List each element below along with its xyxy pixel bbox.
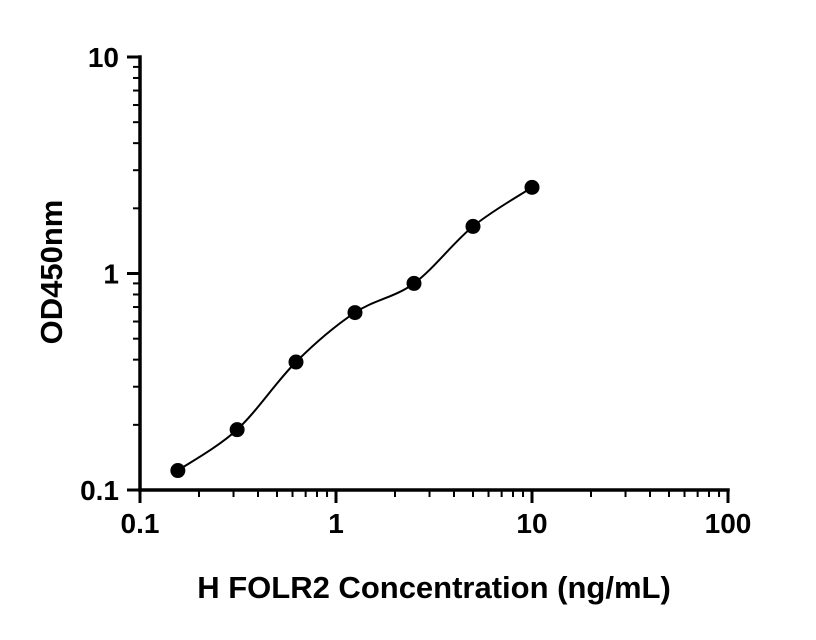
y-axis-title: OD450nm	[34, 199, 69, 345]
data-point	[347, 305, 363, 321]
y-tick-label: 10	[88, 42, 119, 73]
data-point	[406, 275, 422, 291]
data-point	[524, 179, 540, 195]
x-tick-label: 10	[516, 508, 547, 539]
y-tick-label: 0.1	[80, 475, 119, 506]
data-point	[288, 354, 304, 370]
x-tick-label: 100	[705, 508, 752, 539]
x-tick-label: 1	[328, 508, 344, 539]
x-axis-title: H FOLR2 Concentration (ng/mL)	[197, 570, 671, 605]
x-tick-label: 0.1	[121, 508, 160, 539]
data-point	[229, 422, 245, 438]
data-point	[465, 218, 481, 234]
y-tick-label: 1	[103, 259, 119, 290]
data-point	[170, 463, 186, 479]
